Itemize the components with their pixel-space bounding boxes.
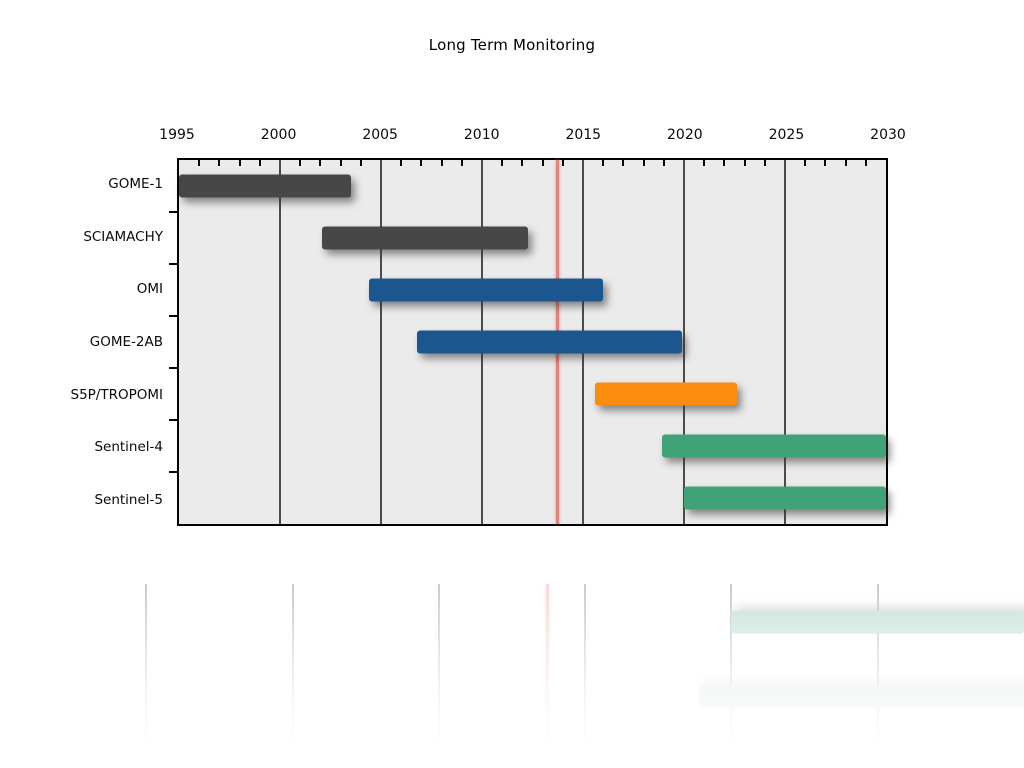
- gantt-bar-gome-1: [179, 174, 351, 198]
- year-minor-tick-2027: [824, 160, 827, 166]
- row-divider-tick-3: [169, 315, 177, 317]
- year-minor-tick-2018: [642, 160, 645, 166]
- year-minor-tick-2024: [763, 160, 766, 166]
- gantt-bar-sentinel-5: [684, 486, 886, 510]
- year-minor-tick-2013: [541, 160, 544, 166]
- year-minor-tick-2012: [521, 160, 524, 166]
- year-minor-tick-2011: [501, 160, 504, 166]
- x-axis-labels: 1995 2000 2005 2010 2015 2020 2025 2030: [159, 127, 906, 147]
- y-axis-mission-labels: GOME-1 SCIAMACHY OMI GOME-2AB S5P/TROPOMI Sen…: [0, 158, 164, 526]
- x-axis-tick-label-2005: 2005: [362, 127, 398, 143]
- gridline-2025: [784, 160, 786, 524]
- reflection-fade-overlay: [0, 584, 1024, 760]
- year-minor-tick-2022: [723, 160, 726, 166]
- row-divider-tick-5: [169, 419, 177, 421]
- gridline-2020: [683, 160, 685, 524]
- year-minor-tick-1999: [258, 160, 261, 166]
- plot-area: [169, 158, 888, 526]
- year-minor-tick-2008: [440, 160, 443, 166]
- x-axis-tick-label-2010: 2010: [463, 127, 500, 143]
- chart-title: Long Term Monitoring: [428, 36, 596, 54]
- year-minor-tick-2029: [864, 160, 867, 166]
- x-axis-tick-label-2025: 2025: [768, 127, 805, 143]
- row-divider-tick-2: [169, 263, 177, 265]
- x-axis-tick-label-1995: 1995: [159, 127, 195, 143]
- year-minor-tick-1996: [198, 160, 201, 166]
- gridline-2000: [279, 160, 281, 524]
- row-divider-tick-4: [169, 367, 177, 369]
- year-minor-tick-2026: [804, 160, 807, 166]
- gantt-chart: 1995 2000 2005 2010 2015 2020 2025 2030 GOME-1 S…: [0, 127, 906, 526]
- mission-label-gome-1: GOME-1: [108, 176, 163, 193]
- year-minor-tick-1998: [238, 160, 241, 166]
- x-axis-tick-label-2020: 2020: [667, 127, 703, 143]
- row-divider-tick-6: [169, 471, 177, 473]
- mission-label-omi: OMI: [136, 281, 163, 298]
- year-minor-tick-2002: [319, 160, 322, 166]
- mission-label-gome-2ab: GOME-2AB: [89, 334, 163, 350]
- year-minor-tick-2004: [359, 160, 362, 166]
- year-minor-tick-2017: [622, 160, 625, 166]
- year-minor-tick-2007: [420, 160, 423, 166]
- mission-label-s5p-tropomi: S5P/TROPOMI: [70, 386, 164, 403]
- year-minor-tick-2019: [662, 160, 665, 166]
- gridline-2005: [380, 160, 382, 524]
- x-axis-tick-label-2030: 2030: [870, 127, 906, 143]
- year-minor-tick-2009: [460, 160, 463, 166]
- year-minor-tick-2023: [743, 160, 746, 166]
- x-axis-tick-label-2000: 2000: [260, 127, 297, 143]
- x-axis-tick-label-2015: 2015: [565, 127, 602, 143]
- mission-label-sentinel-5: Sentinel-5: [94, 491, 163, 508]
- gantt-bar-gome-2ab: [417, 330, 682, 354]
- year-minor-tick-2006: [400, 160, 403, 166]
- gantt-bar-omi: [368, 278, 604, 302]
- gantt-bar-sciamachy: [322, 226, 529, 250]
- mission-label-sentinel-4: Sentinel-4: [94, 439, 163, 456]
- row-divider-tick-1: [169, 211, 177, 213]
- gantt-bar-sentinel-4: [661, 434, 886, 458]
- year-minor-tick-2003: [339, 160, 342, 166]
- year-minor-tick-1997: [218, 160, 221, 166]
- year-minor-tick-2001: [299, 160, 302, 166]
- year-minor-tick-2028: [844, 160, 847, 166]
- year-minor-tick-2021: [703, 160, 706, 166]
- year-minor-tick-2016: [602, 160, 605, 166]
- year-minor-tick-2014: [561, 160, 564, 166]
- gantt-bar-s5p-tropomi: [595, 382, 737, 406]
- mission-label-sciamachy: SCIAMACHY: [83, 228, 163, 245]
